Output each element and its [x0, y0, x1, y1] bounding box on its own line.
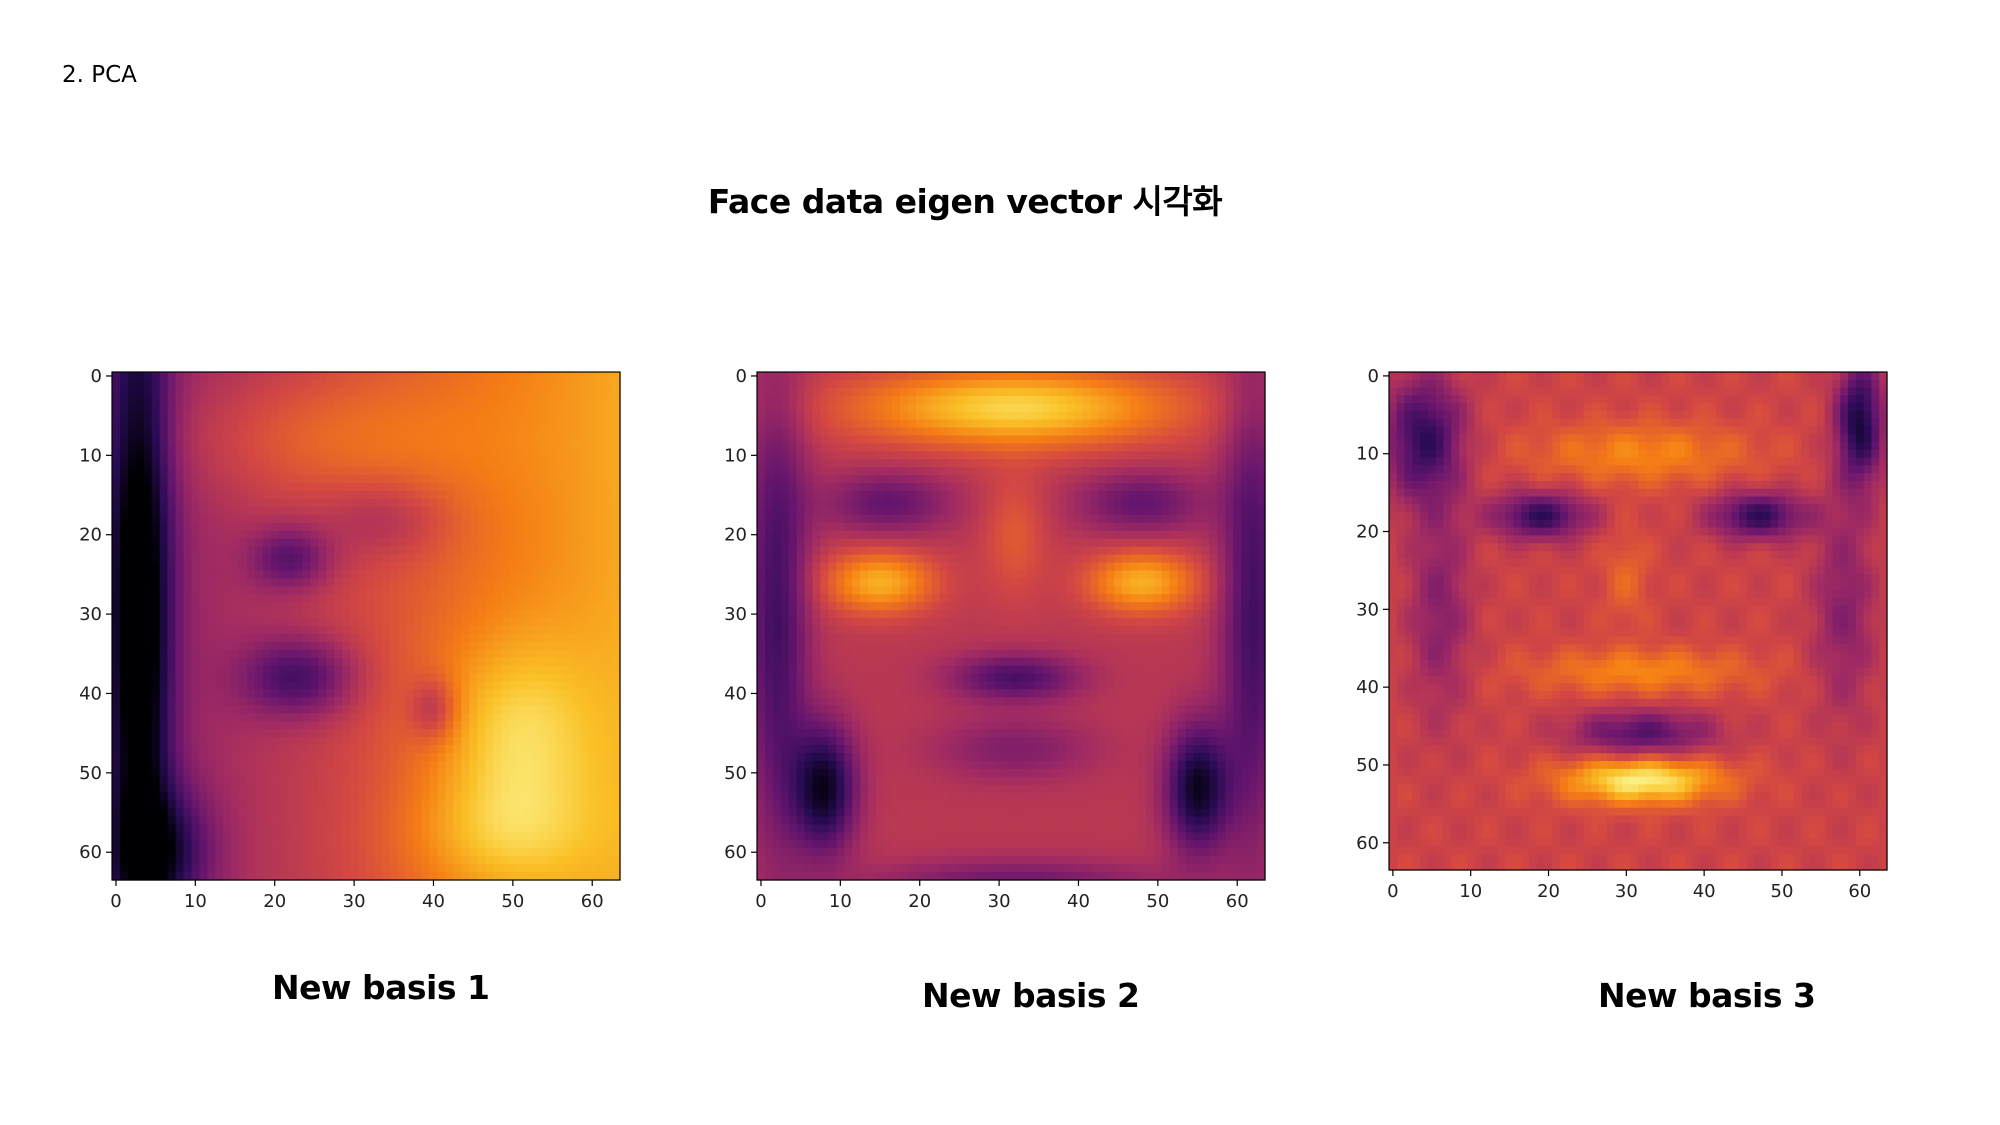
plot-frame [756, 371, 1266, 881]
x-tick-label: 10 [1459, 881, 1482, 902]
heatmap-image [757, 372, 1266, 881]
heatmap-panel-3: 0 10 20 30 40 50 60 0 10 20 30 40 50 60 [1335, 360, 1935, 910]
x-tick-label: 40 [422, 891, 445, 912]
y-tick-label: 30 [79, 604, 102, 625]
y-tick-label: 10 [724, 445, 747, 466]
x-tick-label: 30 [988, 891, 1011, 912]
y-tick-label: 50 [1356, 755, 1379, 776]
y-tick-label: 60 [79, 842, 102, 863]
y-tick-label: 50 [724, 763, 747, 784]
x-tick-label: 30 [343, 891, 366, 912]
x-tick-label: 0 [110, 891, 121, 912]
x-tick-label: 40 [1693, 881, 1716, 902]
caption-basis-3: New basis 3 [1598, 976, 1816, 1015]
y-tick-label: 10 [1356, 444, 1379, 465]
plot-frame [111, 371, 621, 881]
heatmap-chart-3: 0 10 20 30 40 50 60 0 10 20 30 40 50 60 [1356, 366, 1888, 902]
y-tick-label: 0 [736, 366, 747, 387]
y-tick-label: 60 [724, 842, 747, 863]
x-tick-label: 60 [1226, 891, 1249, 912]
x-tick-label: 20 [908, 891, 931, 912]
slide-title: Face data eigen vector 시각화 [707, 182, 1223, 221]
heatmap-panel-1: 0 10 20 30 40 50 60 0 10 20 30 40 50 60 [60, 360, 660, 930]
section-label: 2. PCA [62, 62, 137, 88]
x-tick-label: 50 [1146, 891, 1169, 912]
x-tick-label: 0 [755, 891, 766, 912]
y-tick-label: 20 [79, 525, 102, 546]
caption-basis-1: New basis 1 [272, 968, 490, 1007]
y-tick-label: 60 [1356, 833, 1379, 854]
heatmap-chart-1: 0 10 20 30 40 50 60 0 10 20 30 40 50 60 [79, 366, 621, 912]
x-tick-label: 40 [1067, 891, 1090, 912]
caption-basis-2: New basis 2 [922, 976, 1140, 1015]
x-tick-label: 20 [1537, 881, 1560, 902]
x-tick-label: 60 [1848, 881, 1871, 902]
y-tick-label: 40 [79, 683, 102, 704]
x-tick-label: 10 [184, 891, 207, 912]
x-tick-label: 10 [829, 891, 852, 912]
y-tick-label: 30 [724, 604, 747, 625]
x-tick-label: 30 [1615, 881, 1638, 902]
y-tick-label: 30 [1356, 599, 1379, 620]
heatmap-panel-2: 0 10 20 30 40 50 60 0 10 20 30 40 50 60 [705, 360, 1305, 920]
y-tick-label: 0 [91, 366, 102, 387]
y-tick-label: 40 [1356, 677, 1379, 698]
heatmap-image [1389, 372, 1888, 871]
heatmap-chart-2: 0 10 20 30 40 50 60 0 10 20 30 40 50 60 [724, 366, 1266, 912]
heatmap-image [112, 372, 621, 881]
y-tick-label: 40 [724, 683, 747, 704]
y-tick-label: 20 [1356, 522, 1379, 543]
x-tick-label: 50 [501, 891, 524, 912]
y-tick-label: 20 [724, 525, 747, 546]
x-tick-label: 50 [1771, 881, 1794, 902]
x-tick-label: 0 [1387, 881, 1398, 902]
x-tick-label: 20 [263, 891, 286, 912]
y-tick-label: 50 [79, 763, 102, 784]
y-tick-label: 0 [1368, 366, 1379, 387]
x-tick-label: 60 [581, 891, 604, 912]
y-tick-label: 10 [79, 445, 102, 466]
plot-frame [1388, 371, 1888, 871]
